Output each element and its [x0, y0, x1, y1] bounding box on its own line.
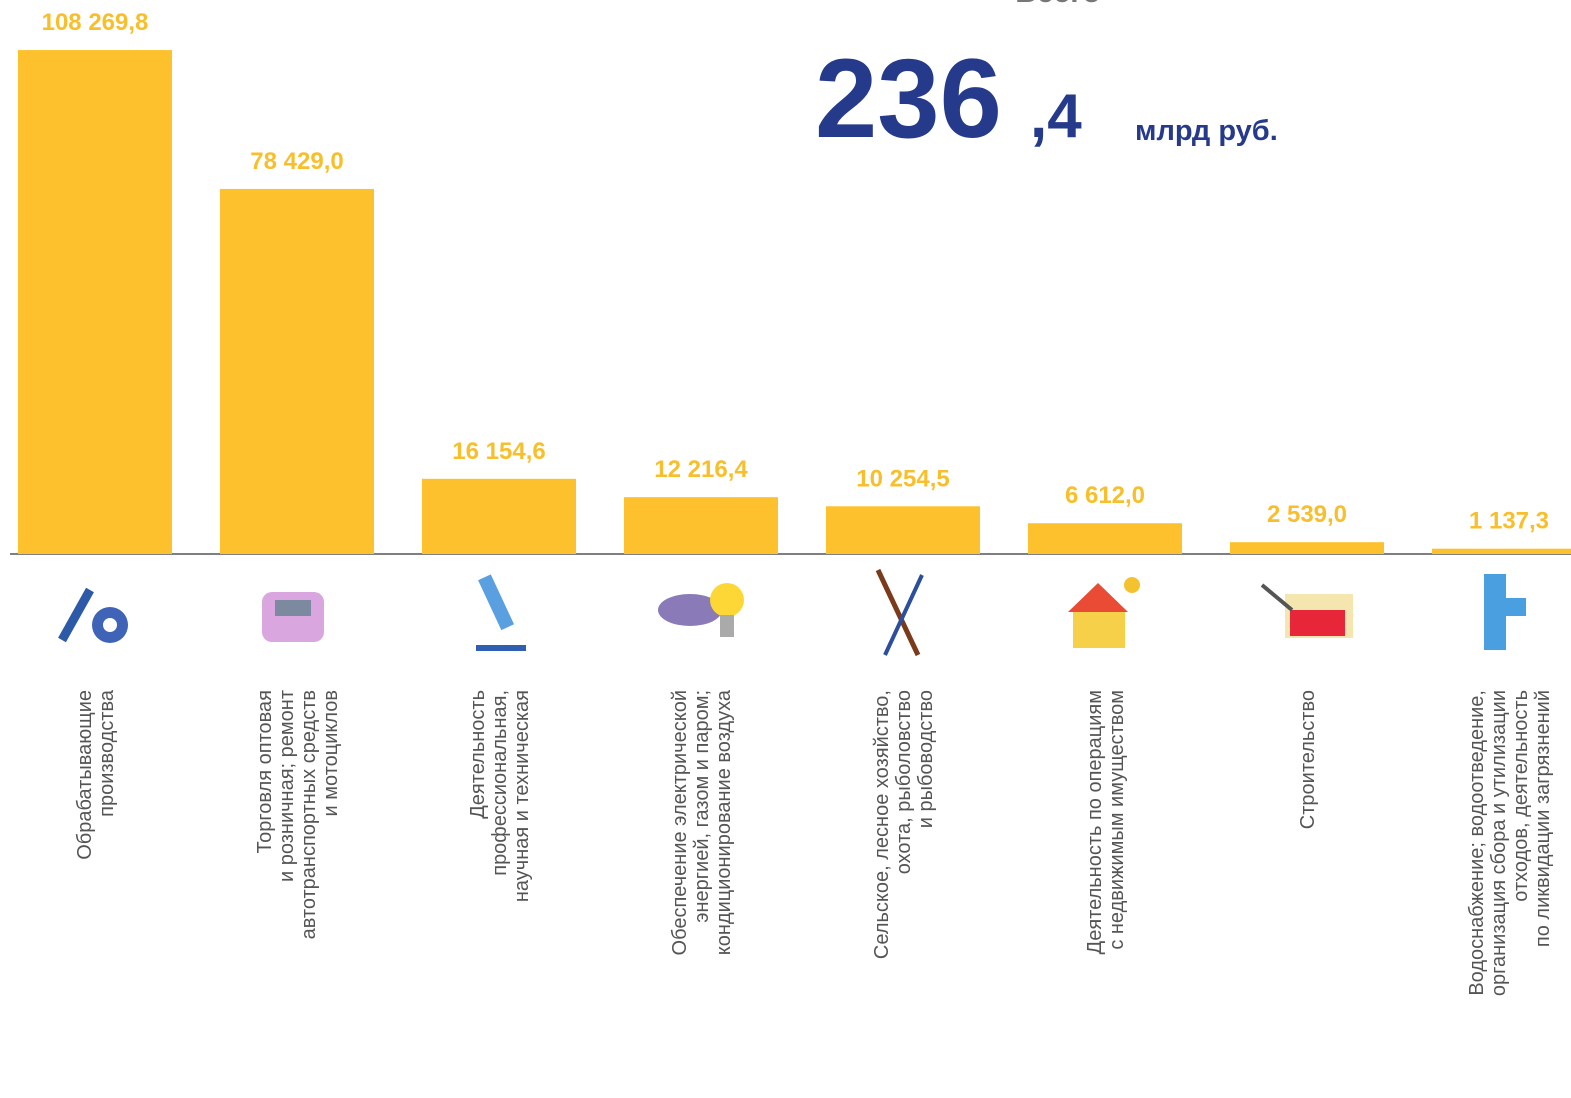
x-tick-label: энергией, газом и паром; [691, 690, 713, 923]
x-tick-label: по ликвидации загрязнений [1532, 690, 1554, 947]
icon-agriculture [875, 568, 924, 657]
x-tick-label: Сельское, лесное хозяйство, [871, 690, 893, 959]
x-tick-label: Строительство [1297, 690, 1319, 829]
value-label: 12 216,4 [654, 456, 748, 483]
bar [1432, 548, 1571, 554]
value-label: 6 612,0 [1065, 482, 1145, 509]
x-tick-label: Деятельность по операциям [1084, 690, 1106, 954]
icon-construction [1260, 583, 1353, 638]
value-label: 16 154,6 [452, 438, 545, 465]
total-integer: 236 [815, 36, 1002, 161]
x-tick-label: Обеспечение электрической [669, 690, 691, 955]
icon-water [1484, 574, 1526, 650]
value-label: 1 137,3 [1469, 508, 1549, 535]
icon-energy [658, 583, 744, 637]
bar [624, 497, 778, 554]
x-tick-label: Водоснабжение; водоотведение, [1466, 690, 1488, 996]
value-label: 108 269,8 [42, 9, 149, 36]
bar [422, 478, 576, 554]
bar [1028, 523, 1182, 554]
x-tick-label: и рыбоводство [915, 690, 937, 828]
total-fraction: ,4 [1030, 82, 1082, 151]
x-tick-label: отходов, деятельность [1510, 690, 1532, 902]
x-tick-label: и розничная; ремонт [276, 690, 298, 882]
x-tick-label: профессиональная, [489, 690, 511, 876]
x-tick-label: Обрабатывающие [74, 690, 96, 860]
x-tick-label: организация сбора и утилизации [1488, 690, 1510, 996]
total-unit: млрд руб. [1135, 115, 1278, 147]
bar [1230, 542, 1384, 554]
icon-manufacturing [58, 587, 128, 643]
icon-realestate [1068, 577, 1140, 648]
x-tick-label: кондиционирование воздуха [713, 689, 735, 955]
x-tick-label: автотранспортных средств [298, 690, 320, 939]
x-tick-label: научная и техническая [511, 690, 533, 902]
x-tick-label: с недвижимым имуществом [1106, 690, 1128, 950]
bar [18, 50, 172, 555]
total-label: Всего [1015, 0, 1100, 9]
value-label: 10 254,5 [856, 465, 949, 492]
bar [220, 188, 374, 554]
x-tick-label: Торговля оптовая [254, 690, 276, 853]
x-tick-label: Деятельность [467, 690, 489, 819]
x-tick-label: производства [96, 689, 118, 817]
bar [826, 506, 980, 554]
icon-trade [262, 592, 324, 642]
x-tick-label: и мотоциклов [320, 690, 342, 816]
icon-science [476, 574, 526, 651]
icons [58, 568, 1526, 657]
value-label: 2 539,0 [1267, 501, 1347, 528]
value-label: 78 429,0 [250, 148, 343, 175]
x-tick-label: охота, рыболовство [893, 690, 915, 874]
